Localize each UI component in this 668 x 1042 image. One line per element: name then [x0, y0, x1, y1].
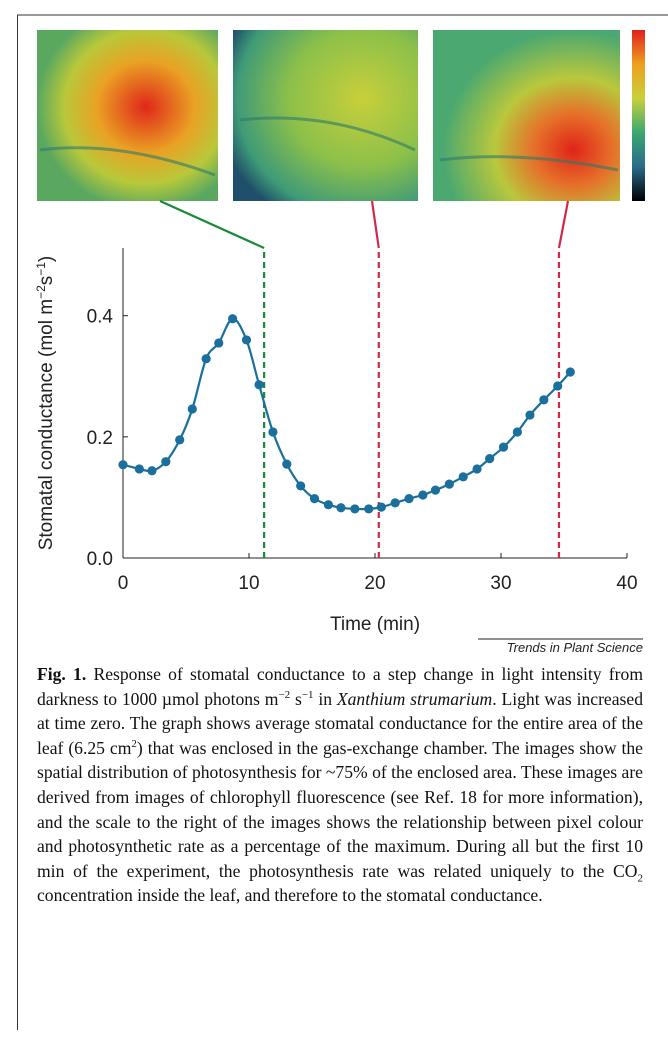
- leaf-image: [233, 30, 418, 201]
- reference-connector: [159, 199, 265, 250]
- x-tick-label: 40: [616, 573, 637, 594]
- y-tick-label: 0.4: [87, 307, 114, 328]
- caption-text: −1: [301, 688, 314, 701]
- y-axis-label: Stomatal conductance (mol m−2s−1): [34, 256, 57, 551]
- y-axis-label-part: ): [36, 256, 57, 262]
- x-tick-label: 10: [238, 573, 259, 594]
- x-tick-label: 20: [364, 573, 385, 594]
- data-point: [485, 454, 495, 464]
- y-axis-label-part: −2: [34, 285, 48, 299]
- y-tick-label: 0.0: [87, 549, 113, 570]
- data-point: [296, 481, 306, 491]
- caption-text: 2: [131, 737, 137, 750]
- y-axis-label-part: Stomatal conductance (mol m: [36, 299, 57, 550]
- caption-text: concentration inside the leaf, and there…: [37, 885, 543, 906]
- data-point: [268, 427, 278, 437]
- data-point: [512, 427, 522, 437]
- data-point: [118, 460, 128, 470]
- x-tick-label: 0: [118, 573, 129, 594]
- data-point: [214, 338, 224, 348]
- data-point: [472, 464, 482, 474]
- data-point: [282, 459, 292, 469]
- data-point: [376, 502, 386, 512]
- data-point: [444, 479, 454, 489]
- caption-text: ) that was enclosed in the gas-exchange …: [37, 737, 643, 881]
- data-point: [553, 381, 563, 391]
- data-point: [539, 395, 549, 405]
- caption-text: 2: [637, 872, 644, 885]
- data-point: [254, 380, 264, 390]
- caption-text: s: [290, 688, 302, 709]
- data-point: [241, 335, 252, 345]
- reference-connector: [557, 200, 570, 249]
- data-point: [404, 494, 414, 504]
- x-tick-label: 30: [490, 573, 511, 594]
- x-axis-label: Time (min): [330, 614, 420, 635]
- y-axis-label-part: s: [36, 276, 57, 286]
- caption-text: Fig. 1.: [37, 664, 87, 684]
- caption: Fig. 1. Response of stomatal conductance…: [37, 662, 643, 908]
- source: Trends in Plant Science: [507, 640, 643, 655]
- data-point: [323, 500, 333, 510]
- data-point: [134, 464, 144, 474]
- data-point: [147, 466, 157, 476]
- leaf-vein: [39, 116, 619, 177]
- color-scale: [632, 30, 645, 201]
- series-line: [122, 317, 572, 511]
- leaf-image: [433, 30, 620, 201]
- caption-text: in: [313, 688, 337, 709]
- y-tick-label: 0.2: [87, 428, 113, 449]
- data-point: [364, 504, 374, 514]
- data-point: [458, 472, 468, 482]
- data-point: [187, 404, 197, 414]
- data-point: [201, 354, 211, 364]
- caption-text: −2: [278, 688, 291, 701]
- caption-text: Response of stomatal conductance to a st…: [37, 664, 643, 709]
- leaf-image: [37, 30, 218, 201]
- figure: Stomatal conductance (mol m−2s−1) Time (…: [17, 14, 668, 655]
- data-point: [565, 367, 575, 377]
- caption-text: . Light was increased at time zero. The …: [37, 688, 644, 758]
- data-point: [161, 457, 171, 467]
- data-point: [418, 490, 428, 500]
- data-point: [309, 494, 320, 504]
- y-axis-label-part: −1: [34, 262, 48, 276]
- reference-connector: [370, 200, 380, 249]
- frame-left: [17, 15, 18, 1030]
- data-point: [390, 498, 400, 508]
- data-point: [228, 314, 238, 324]
- data-point: [498, 442, 509, 452]
- data-point: [430, 485, 441, 495]
- caption-text: Xanthium strumarium: [336, 688, 493, 709]
- data-point: [336, 503, 346, 513]
- data-point: [175, 435, 185, 445]
- data-point: [350, 504, 360, 514]
- data-point: [525, 410, 535, 420]
